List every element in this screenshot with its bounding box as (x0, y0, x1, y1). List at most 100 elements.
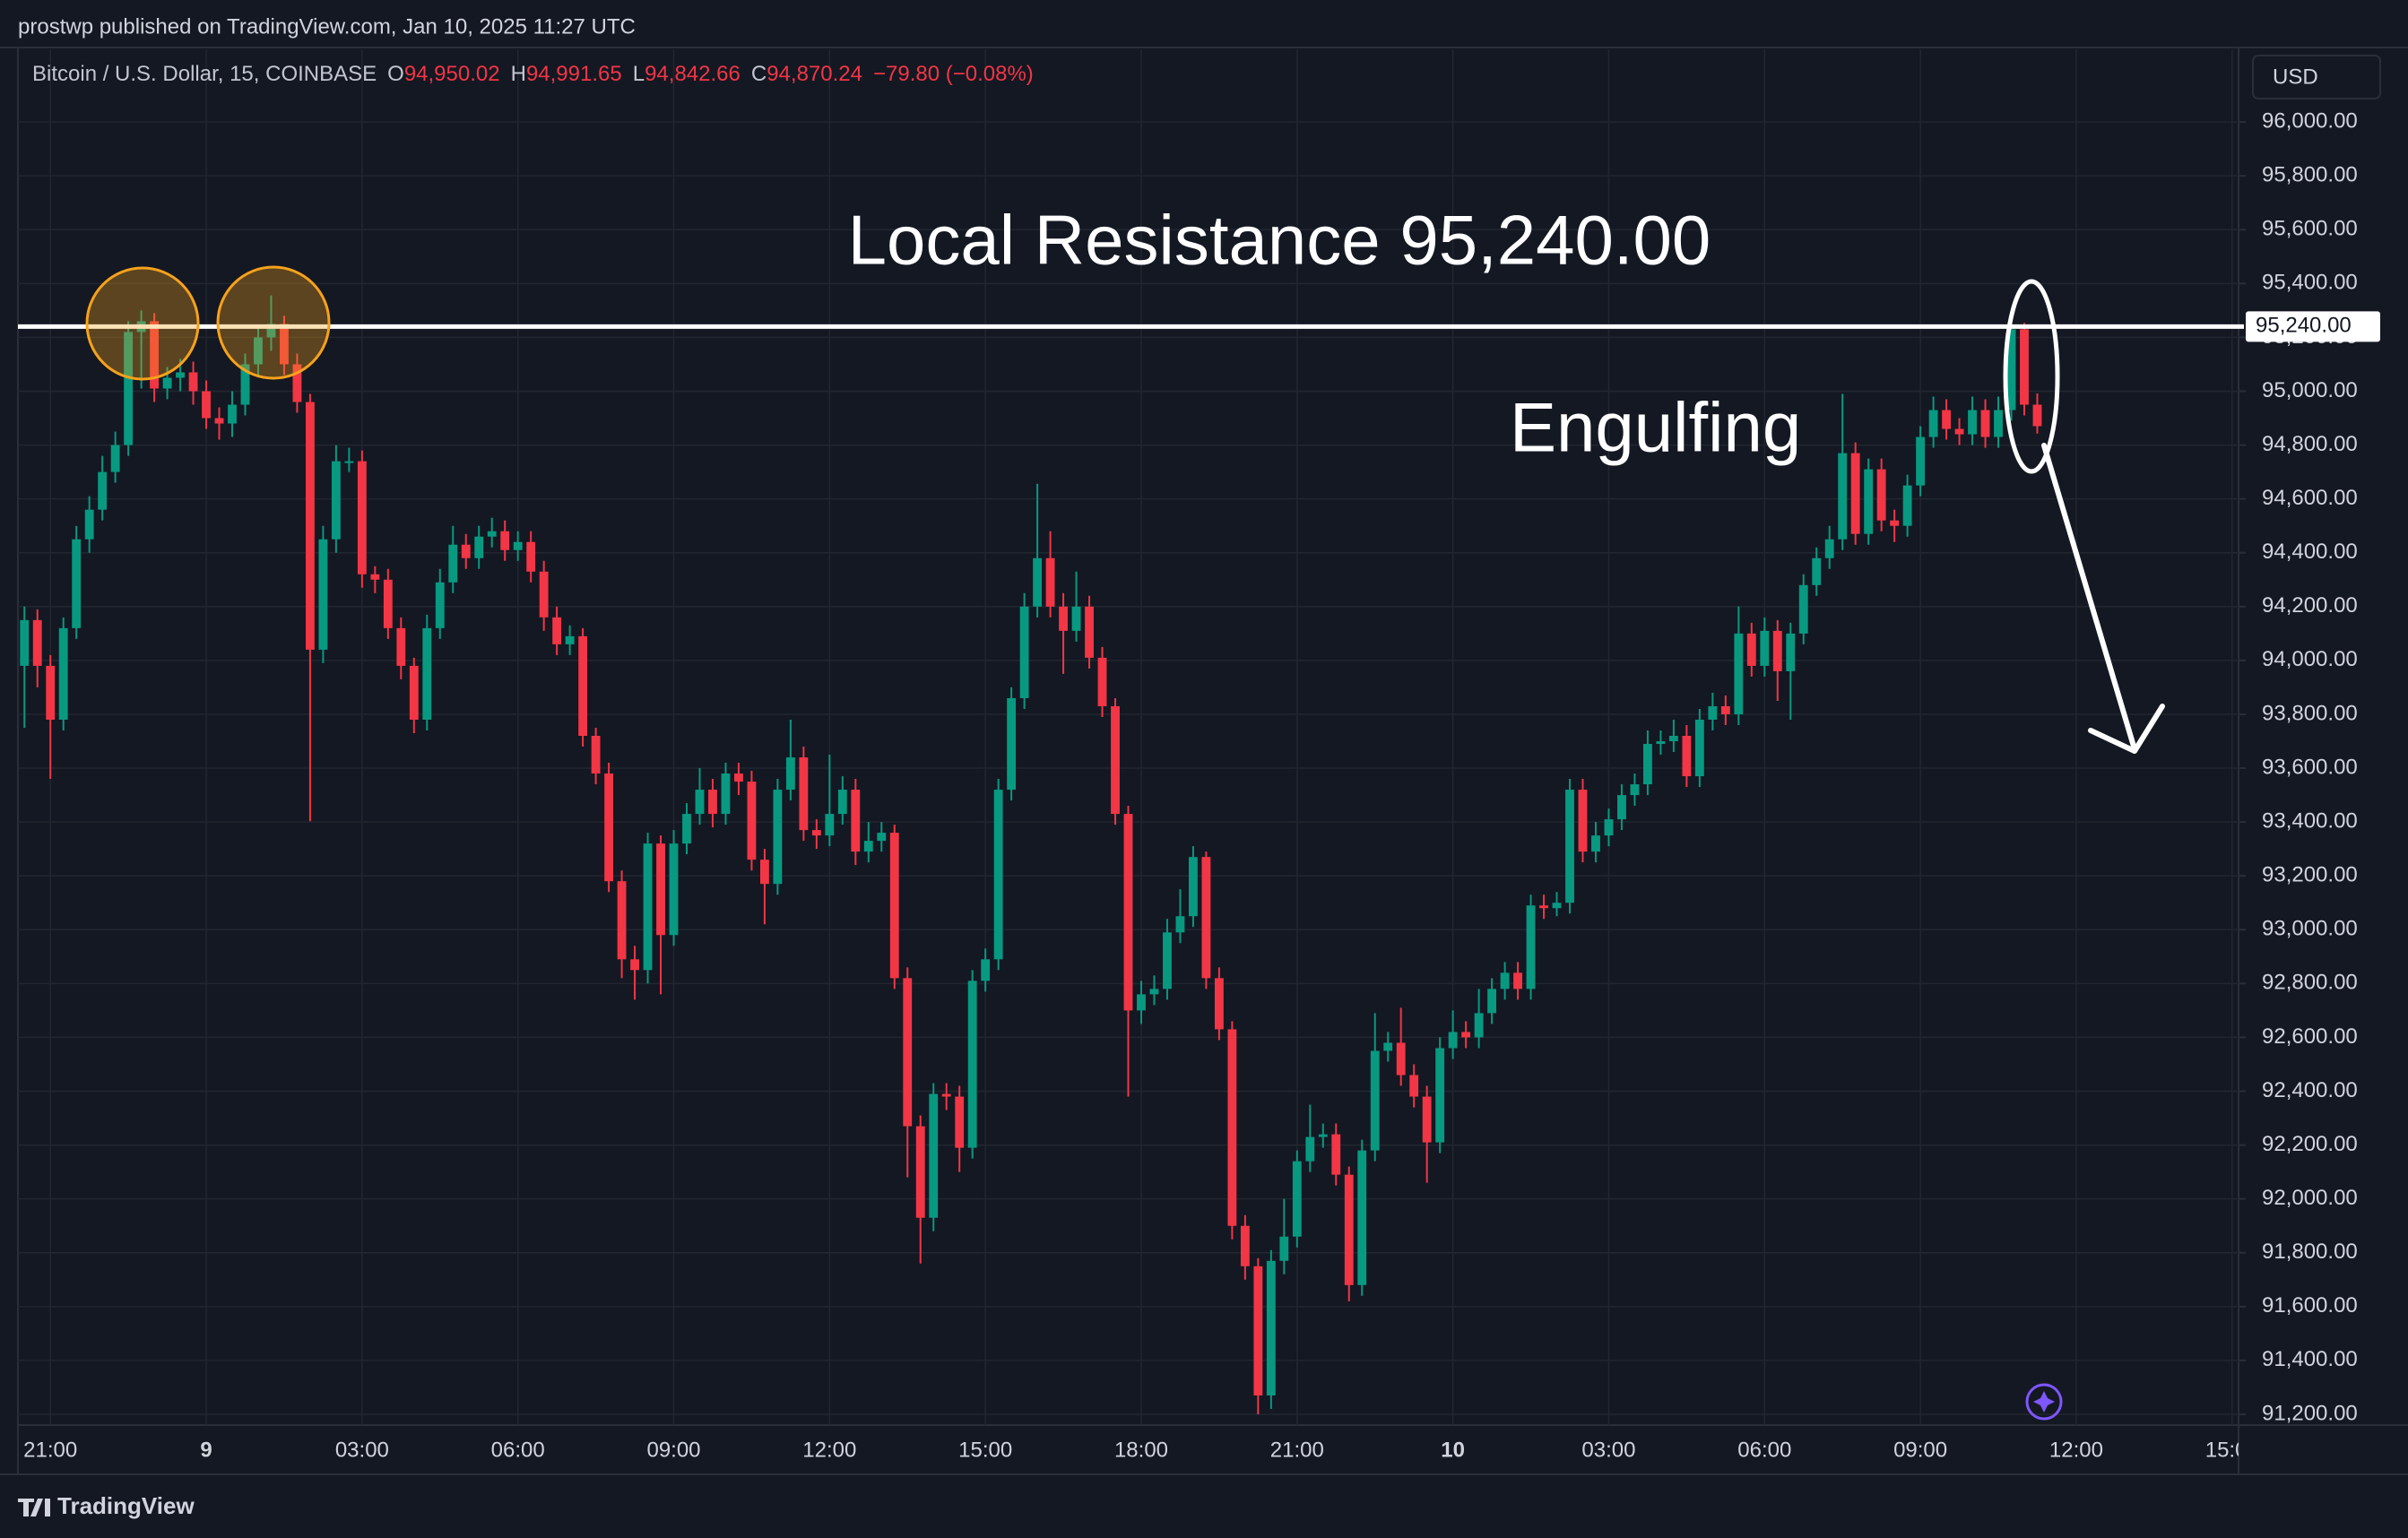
x-tick-label: 12:00 (2049, 1438, 2103, 1462)
candle-body (1812, 557, 1822, 585)
y-tick-label: 91,600.00 (2262, 1293, 2358, 1318)
candle-body (202, 391, 211, 419)
candle-body (773, 790, 783, 885)
legend-change: −79.80 (−0.08%) (873, 62, 1034, 86)
candle-body (58, 627, 68, 720)
candle-body (1994, 410, 2003, 437)
candle-body (877, 833, 887, 842)
legend-value: 94,950.02 (404, 62, 500, 86)
arrow-head (2088, 704, 2165, 754)
candle-body (565, 635, 575, 644)
candle-body (1007, 697, 1017, 791)
published-note: prostwp published on TradingView.com, Ja… (18, 14, 636, 39)
y-tick-label: 93,000.00 (2262, 917, 2358, 941)
assistant-star[interactable] (2033, 1391, 2055, 1413)
y-tick-label: 93,400.00 (2262, 808, 2358, 833)
assistant-icon[interactable] (2025, 1383, 2063, 1421)
candle-body (1448, 1032, 1458, 1049)
candle-body (487, 531, 497, 537)
candle-body (1798, 584, 1808, 634)
candle-body (188, 372, 198, 392)
candle-body (1513, 972, 1522, 989)
candle-body (656, 843, 665, 936)
y-tick-label: 92,800.00 (2262, 971, 2358, 995)
candle-body (552, 617, 562, 644)
candle-body (1396, 1042, 1406, 1076)
legend-key: C (751, 62, 767, 86)
y-tick-label: 94,600.00 (2262, 486, 2358, 510)
candle-body (318, 539, 328, 650)
x-tick-label: 06:00 (491, 1438, 545, 1462)
candle-body (1111, 705, 1120, 815)
candle-body (539, 571, 549, 618)
currency-button[interactable]: USD (2252, 55, 2381, 99)
candle-body (863, 841, 873, 852)
candle-body (617, 881, 627, 960)
candle-body (1331, 1134, 1341, 1175)
candle-body (422, 627, 432, 720)
y-tick-label: 94,400.00 (2262, 540, 2358, 564)
candle-body (825, 814, 835, 836)
candle-body (1824, 539, 1834, 558)
candle-body (1461, 1032, 1471, 1038)
candle-body (643, 843, 653, 971)
candle-body (72, 539, 82, 628)
candle-body (1968, 410, 1977, 435)
candle-body (929, 1093, 939, 1218)
candle-body (1772, 630, 1782, 671)
candle-body (254, 337, 263, 365)
y-tick-label: 91,200.00 (2262, 1401, 2358, 1425)
candle-body (1085, 606, 1094, 658)
x-tick-label: 10 (1441, 1438, 1465, 1462)
candle-body (851, 790, 861, 852)
currency-label[interactable]: USD (2273, 65, 2318, 89)
candle-body (837, 790, 847, 815)
price-label: 95,240.00 (2256, 314, 2352, 338)
candle-body (176, 372, 185, 378)
candle-body (500, 531, 510, 550)
y-tick-label: 95,600.00 (2262, 217, 2358, 241)
y-tick-label: 93,200.00 (2262, 863, 2358, 887)
y-tick-label: 94,800.00 (2262, 432, 2358, 456)
candle-body (1071, 606, 1081, 631)
y-tick-label: 92,400.00 (2262, 1078, 2358, 1102)
candle-body (1642, 744, 1652, 785)
candle-body (1266, 1260, 1276, 1395)
candle-body (578, 635, 588, 736)
x-tick-label: 03:00 (335, 1438, 389, 1462)
candle-body (513, 541, 523, 550)
legend-value: 94,842.66 (645, 62, 741, 86)
candle-body (1630, 784, 1640, 796)
candle-body (1201, 857, 1211, 979)
y-tick-label: 92,000.00 (2262, 1186, 2358, 1210)
candle-body (240, 364, 250, 405)
x-tick-label: 12:00 (802, 1438, 856, 1462)
currency-button-box[interactable] (2252, 55, 2381, 99)
candle-body (1760, 630, 1770, 666)
candle-body (1617, 795, 1626, 820)
candle-body (1916, 436, 1926, 486)
candle-body (759, 860, 769, 885)
candle-body (903, 978, 913, 1127)
x-tick-label: 18:00 (1114, 1438, 1168, 1462)
candle-body (669, 843, 679, 936)
candle-body (409, 665, 419, 720)
candle-body (1838, 453, 1848, 540)
y-tick-label: 94,000.00 (2262, 647, 2358, 671)
candle-body (1318, 1134, 1328, 1137)
candle-body (1123, 814, 1133, 1011)
legend-value: 94,991.65 (526, 62, 622, 86)
candle-body (1890, 520, 1900, 526)
candles (20, 295, 2042, 1414)
candle-body (526, 541, 536, 572)
candle-body (32, 619, 42, 666)
candle-body (708, 790, 717, 815)
y-tick-label: 92,200.00 (2262, 1132, 2358, 1156)
x-tick-label: 09:00 (646, 1438, 700, 1462)
brand-name: TradingView (57, 1492, 195, 1519)
candle-body (1487, 989, 1497, 1014)
candle-body (1175, 916, 1185, 933)
candle-body (292, 364, 302, 402)
